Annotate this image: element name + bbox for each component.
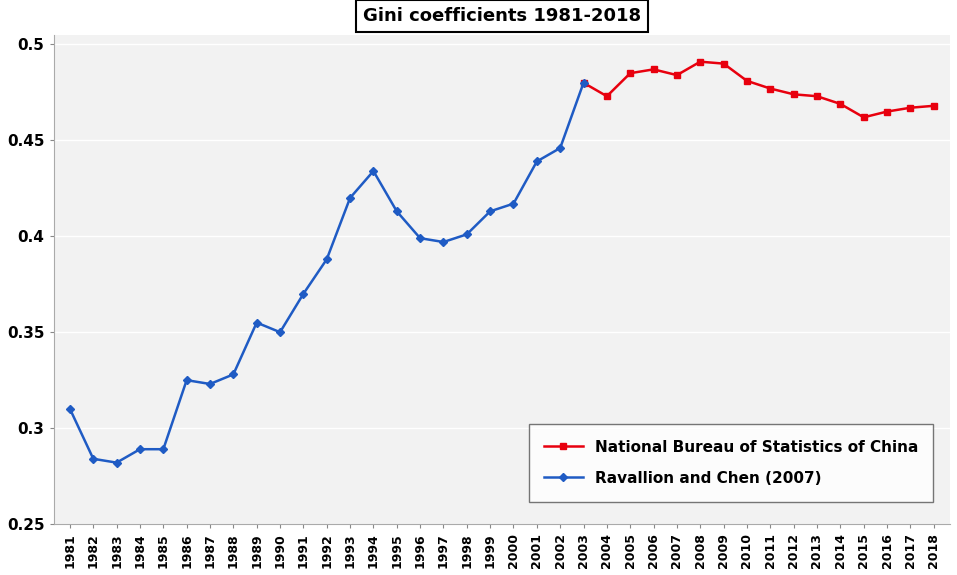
National Bureau of Statistics of China (881, 108, 893, 115)
Ravallion and Chen (2007) (64, 405, 76, 412)
National Bureau of Statistics of China (601, 93, 612, 99)
Ravallion and Chen (2007) (367, 167, 379, 174)
Ravallion and Chen (2007) (228, 371, 239, 378)
National Bureau of Statistics of China (765, 85, 776, 92)
Title: Gini coefficients 1981-2018: Gini coefficients 1981-2018 (363, 7, 641, 25)
Ravallion and Chen (2007) (391, 208, 403, 215)
Ravallion and Chen (2007) (461, 231, 473, 238)
Legend: National Bureau of Statistics of China, Ravallion and Chen (2007): National Bureau of Statistics of China, … (529, 424, 933, 502)
Line: National Bureau of Statistics of China: National Bureau of Statistics of China (580, 58, 937, 121)
National Bureau of Statistics of China (648, 66, 659, 73)
National Bureau of Statistics of China (857, 114, 869, 121)
Ravallion and Chen (2007) (321, 256, 332, 263)
National Bureau of Statistics of China (671, 72, 682, 79)
Ravallion and Chen (2007) (251, 319, 262, 326)
Ravallion and Chen (2007) (554, 144, 566, 151)
Ravallion and Chen (2007) (531, 158, 543, 165)
National Bureau of Statistics of China (928, 102, 940, 109)
Ravallion and Chen (2007) (134, 446, 145, 453)
Ravallion and Chen (2007) (181, 377, 192, 384)
Ravallion and Chen (2007) (414, 235, 426, 242)
Ravallion and Chen (2007) (111, 459, 122, 466)
National Bureau of Statistics of China (718, 60, 729, 67)
National Bureau of Statistics of China (835, 101, 846, 108)
National Bureau of Statistics of China (695, 58, 706, 65)
National Bureau of Statistics of China (742, 78, 753, 85)
Ravallion and Chen (2007) (87, 455, 99, 462)
National Bureau of Statistics of China (788, 91, 799, 98)
Ravallion and Chen (2007) (484, 208, 496, 215)
Ravallion and Chen (2007) (508, 200, 520, 207)
Ravallion and Chen (2007) (437, 239, 449, 246)
Ravallion and Chen (2007) (298, 290, 309, 297)
National Bureau of Statistics of China (578, 79, 590, 86)
National Bureau of Statistics of China (812, 93, 823, 99)
Line: Ravallion and Chen (2007): Ravallion and Chen (2007) (67, 80, 587, 465)
National Bureau of Statistics of China (904, 104, 916, 111)
Ravallion and Chen (2007) (345, 194, 356, 201)
Ravallion and Chen (2007) (204, 381, 215, 388)
National Bureau of Statistics of China (625, 70, 636, 76)
Ravallion and Chen (2007) (578, 79, 590, 86)
Ravallion and Chen (2007) (158, 446, 169, 453)
Ravallion and Chen (2007) (275, 329, 286, 336)
